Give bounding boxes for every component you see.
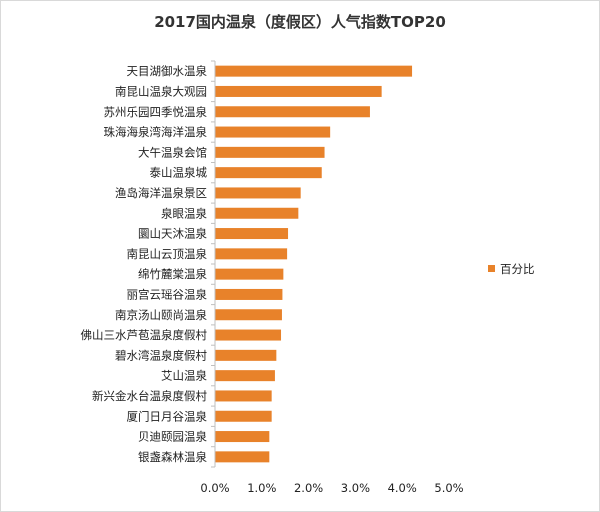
- bar: [215, 146, 325, 158]
- bar: [215, 288, 283, 300]
- category-label: 绵竹麓棠温泉: [138, 267, 207, 281]
- bar: [215, 248, 288, 260]
- category-label: 珠海海泉湾海洋温泉: [104, 125, 208, 139]
- bar: [215, 106, 370, 118]
- x-tick-label: 0.0%: [200, 481, 229, 495]
- x-tick-label: 1.0%: [247, 481, 276, 495]
- bar: [215, 207, 299, 219]
- category-label: 厦门日月谷温泉: [127, 409, 208, 423]
- x-tick-label: 5.0%: [434, 481, 463, 495]
- bar: [215, 167, 322, 179]
- bar: [215, 451, 270, 463]
- bar: [215, 126, 331, 138]
- x-tick-label: 3.0%: [341, 481, 370, 495]
- bar: [215, 431, 270, 443]
- category-label: 南京汤山颐尚温泉: [115, 308, 207, 322]
- category-label: 苏州乐园四季悦温泉: [104, 105, 208, 119]
- category-label: 泉眼温泉: [161, 206, 207, 220]
- x-tick-label: 4.0%: [388, 481, 417, 495]
- category-label: 丽宫云瑶谷温泉: [127, 287, 208, 301]
- category-label: 渔岛海洋温泉景区: [115, 186, 207, 200]
- bar: [215, 349, 277, 361]
- category-label: 银盏森林温泉: [138, 450, 207, 464]
- category-label: 南昆山云顶温泉: [127, 247, 208, 261]
- bar: [215, 329, 282, 341]
- bar: [215, 410, 272, 422]
- legend: 百分比: [488, 262, 535, 276]
- category-label: 天目湖御水温泉: [127, 64, 208, 78]
- category-label: 泰山温泉城: [150, 166, 208, 180]
- category-label: 圜山天沐温泉: [138, 227, 207, 241]
- bar: [215, 390, 272, 402]
- category-label: 大午温泉会馆: [138, 145, 207, 159]
- category-label: 新兴金水台温泉度假村: [92, 389, 207, 403]
- category-label: 南昆山温泉大观园: [115, 84, 207, 98]
- bar: [215, 268, 284, 280]
- legend-label: 百分比: [500, 262, 535, 276]
- bar: [215, 309, 282, 321]
- bar: [215, 65, 413, 77]
- chart-title: 2017国内温泉（度假区）人气指数TOP20: [154, 13, 446, 31]
- category-label: 碧水湾温泉度假村: [115, 348, 207, 362]
- category-label: 贝迪颐园温泉: [138, 430, 207, 444]
- legend-swatch: [488, 265, 495, 272]
- bar: [215, 187, 301, 199]
- x-tick-label: 2.0%: [294, 481, 323, 495]
- category-label: 艾山温泉: [161, 369, 207, 383]
- bar: [215, 228, 289, 240]
- category-label: 佛山三水芦苞温泉度假村: [81, 328, 208, 342]
- bar: [215, 370, 275, 382]
- bar: [215, 85, 382, 97]
